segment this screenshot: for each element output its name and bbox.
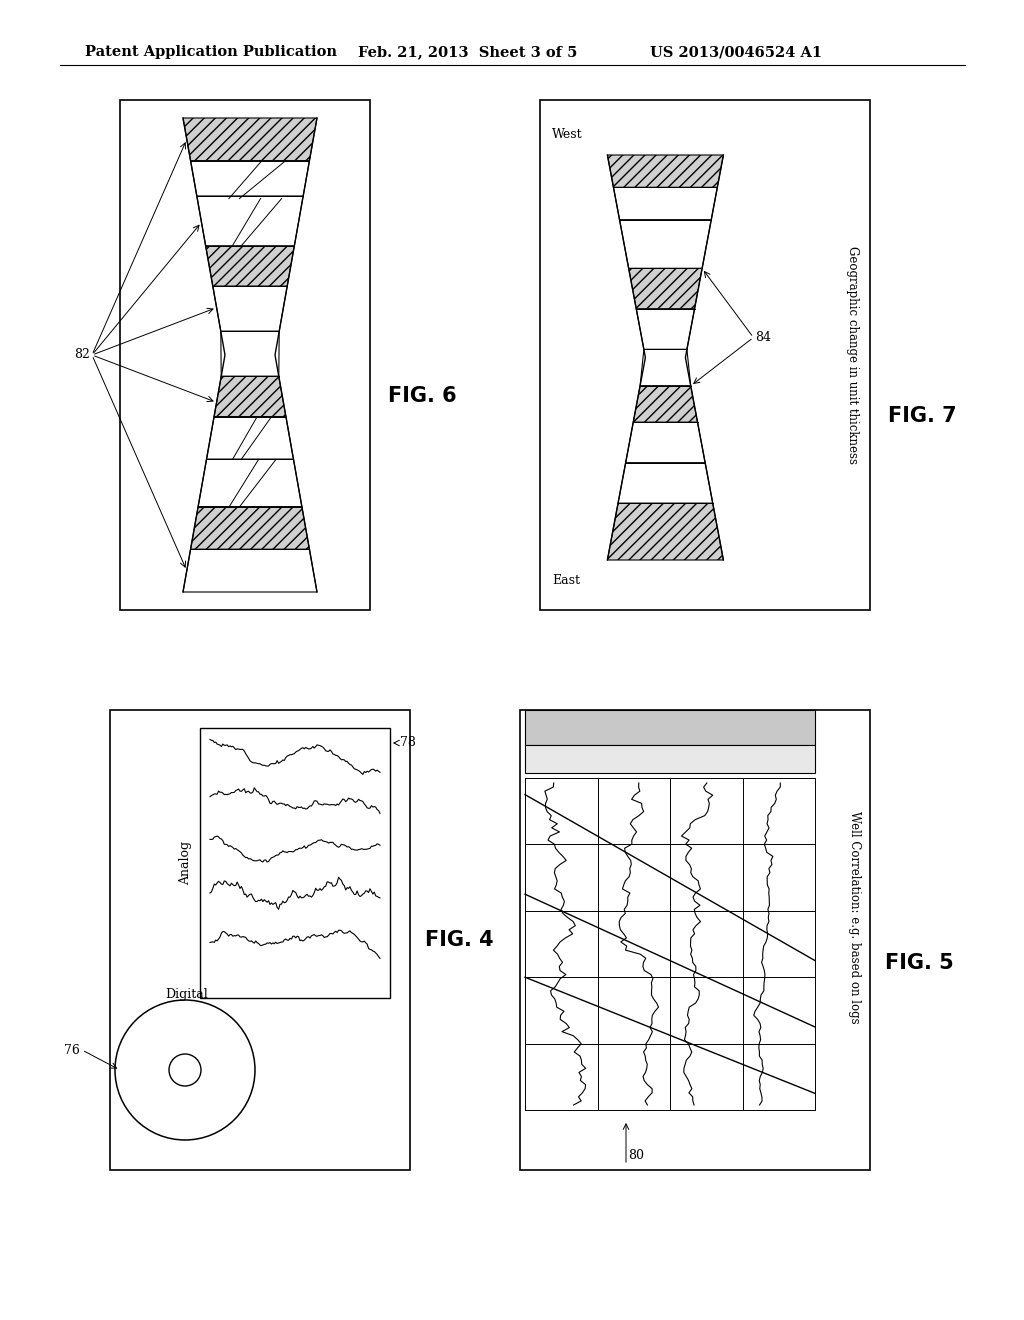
Polygon shape bbox=[190, 507, 309, 549]
Polygon shape bbox=[206, 246, 294, 286]
Text: Feb. 21, 2013  Sheet 3 of 5: Feb. 21, 2013 Sheet 3 of 5 bbox=[358, 45, 578, 59]
Polygon shape bbox=[607, 154, 723, 187]
Text: FIG. 5: FIG. 5 bbox=[885, 953, 953, 973]
Text: Patent Application Publication: Patent Application Publication bbox=[85, 45, 337, 59]
Polygon shape bbox=[190, 161, 309, 197]
Text: 78: 78 bbox=[400, 737, 416, 750]
Polygon shape bbox=[197, 197, 303, 246]
Circle shape bbox=[115, 1001, 255, 1140]
Polygon shape bbox=[613, 187, 718, 220]
Text: West: West bbox=[552, 128, 583, 141]
Polygon shape bbox=[183, 549, 317, 591]
Text: FIG. 4: FIG. 4 bbox=[425, 931, 494, 950]
Polygon shape bbox=[183, 117, 317, 161]
Text: US 2013/0046524 A1: US 2013/0046524 A1 bbox=[650, 45, 822, 59]
Bar bbox=[120, 100, 370, 610]
Text: 82: 82 bbox=[74, 348, 90, 362]
Text: FIG. 7: FIG. 7 bbox=[888, 407, 956, 426]
Polygon shape bbox=[214, 376, 286, 417]
Text: Digital: Digital bbox=[166, 987, 208, 1001]
Polygon shape bbox=[207, 417, 294, 459]
Bar bbox=[110, 710, 410, 1170]
Text: Geographic change in unit thickness: Geographic change in unit thickness bbox=[846, 246, 858, 465]
Circle shape bbox=[169, 1053, 201, 1086]
Polygon shape bbox=[221, 331, 280, 376]
Text: 76: 76 bbox=[65, 1044, 80, 1056]
Polygon shape bbox=[633, 385, 697, 422]
Bar bbox=[525, 744, 815, 774]
Bar bbox=[520, 710, 870, 1170]
Bar bbox=[540, 100, 870, 610]
Polygon shape bbox=[620, 220, 712, 268]
Polygon shape bbox=[636, 309, 694, 350]
Text: Analog: Analog bbox=[179, 841, 193, 886]
Bar bbox=[200, 729, 390, 998]
Polygon shape bbox=[607, 503, 723, 560]
Polygon shape bbox=[629, 268, 702, 309]
Text: 84: 84 bbox=[756, 331, 771, 345]
Polygon shape bbox=[626, 422, 706, 463]
Text: 80: 80 bbox=[628, 1148, 644, 1162]
Text: Well Correlation: e.g. based on logs: Well Correlation: e.g. based on logs bbox=[849, 810, 861, 1023]
Polygon shape bbox=[618, 463, 713, 503]
Bar bbox=[525, 710, 815, 744]
Polygon shape bbox=[640, 350, 691, 385]
Text: FIG. 6: FIG. 6 bbox=[388, 385, 457, 405]
Polygon shape bbox=[198, 459, 302, 507]
Polygon shape bbox=[213, 286, 287, 331]
Text: East: East bbox=[552, 573, 580, 586]
